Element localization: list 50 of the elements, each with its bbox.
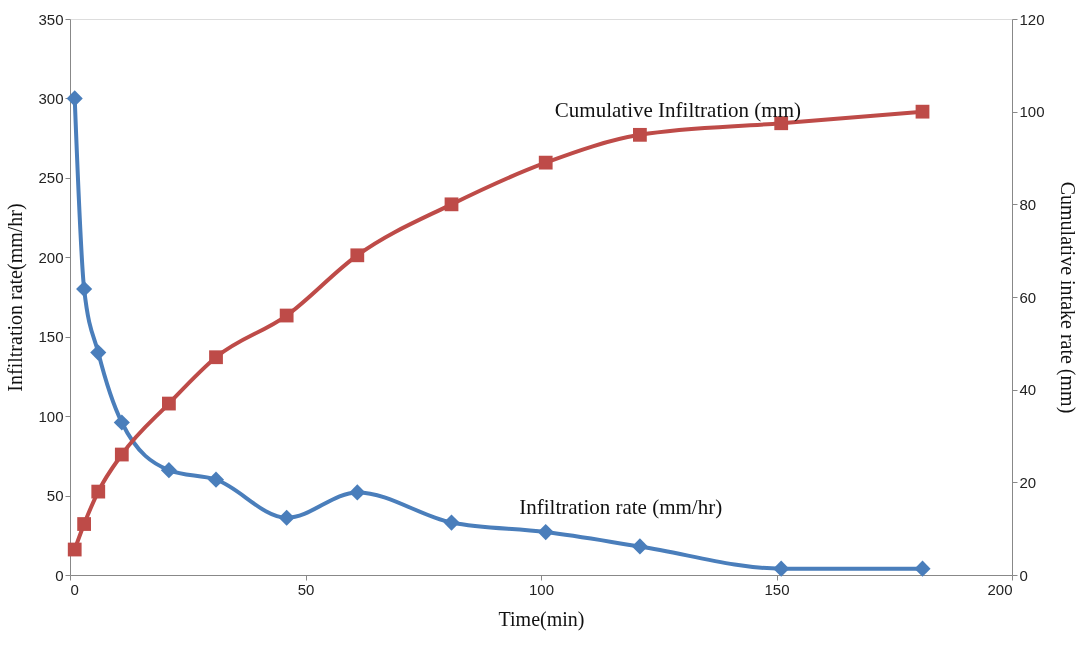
y-tick-label: 200 — [38, 248, 64, 266]
point — [350, 248, 365, 263]
y-tick-label: 50 — [46, 487, 64, 505]
point — [114, 447, 129, 462]
point — [67, 542, 82, 557]
y-tick-label: 350 — [38, 10, 64, 28]
y2-axis-title: Cumulative intake rate (mm) — [1055, 181, 1079, 414]
point — [349, 484, 366, 501]
point — [90, 344, 107, 361]
point — [538, 155, 553, 170]
point — [444, 197, 459, 212]
series-label: Infiltration rate (mm/hr) — [519, 495, 723, 520]
point — [162, 396, 176, 411]
point — [914, 560, 931, 577]
y-tick-label: 100 — [38, 407, 64, 425]
y2-tick-label: 120 — [1019, 10, 1045, 28]
y-tick-label: 250 — [38, 169, 64, 187]
point — [631, 538, 648, 555]
y2-tick-label: 40 — [1019, 381, 1037, 399]
y-axis-title: Infiltration rate(mm/hr) — [4, 203, 28, 392]
x-tick-label: 100 — [528, 580, 555, 598]
point — [537, 524, 554, 541]
y2-tick-label: 20 — [1019, 473, 1037, 491]
point — [279, 308, 294, 323]
y-tick-label: 0 — [55, 566, 64, 584]
y2-tick-label: 100 — [1019, 103, 1045, 121]
y-tick-label: 150 — [38, 328, 64, 346]
x-tick-label: 50 — [297, 580, 315, 598]
point — [76, 281, 93, 298]
point — [773, 560, 790, 577]
point — [443, 514, 460, 531]
point — [91, 484, 106, 499]
y2-tick-label: 80 — [1019, 195, 1037, 213]
point — [278, 509, 295, 526]
x-tick-label: 200 — [987, 580, 1013, 598]
point — [633, 127, 647, 142]
point — [207, 471, 225, 488]
series-label: Cumulative Infiltration (mm) — [554, 97, 801, 122]
y-tick-label: 300 — [38, 89, 64, 107]
x-tick-label: 150 — [764, 580, 790, 598]
point — [113, 414, 130, 431]
y2-tick-label: 0 — [1019, 566, 1028, 584]
point — [160, 462, 177, 479]
point — [77, 517, 92, 531]
point — [915, 104, 930, 119]
point — [209, 350, 223, 365]
x-axis-title: Time(min) — [498, 607, 585, 631]
y2-tick-label: 60 — [1019, 288, 1037, 306]
x-tick-label: 0 — [70, 580, 79, 598]
point — [66, 90, 83, 107]
